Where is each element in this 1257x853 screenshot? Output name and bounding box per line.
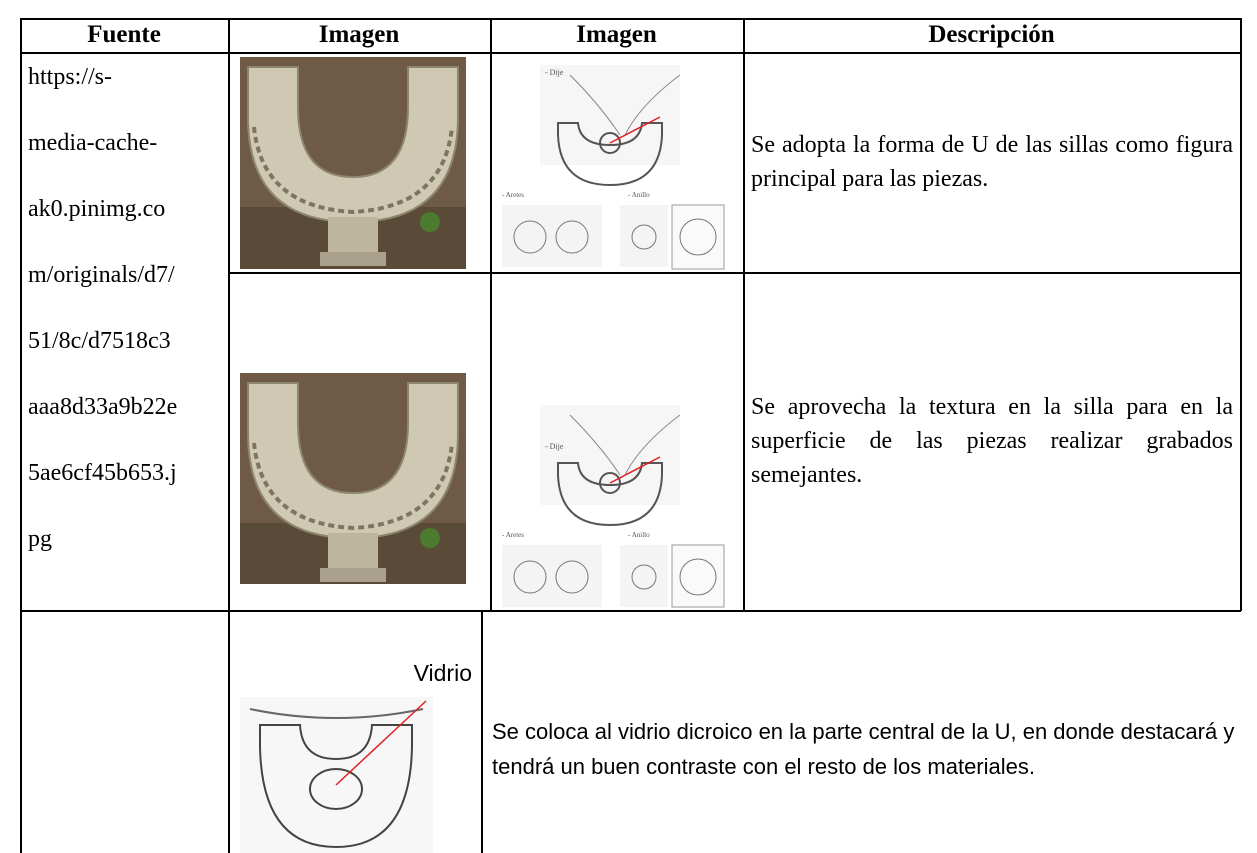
description: Se coloca al vidrio dicroico en la parte… xyxy=(492,719,1235,779)
sketch-label: - Dije xyxy=(545,442,564,451)
rule xyxy=(20,52,1241,54)
sketch-label: - Aretes xyxy=(502,531,524,539)
rule xyxy=(20,610,1241,612)
source-line: m/originals/d7/ xyxy=(28,262,175,288)
rule xyxy=(228,272,1241,274)
header-cell: Imagen xyxy=(576,21,657,48)
header-cell: Fuente xyxy=(87,21,161,48)
rule xyxy=(20,18,22,853)
description-cell: Se adopta la forma de U de las sillas co… xyxy=(751,52,1233,272)
description: Se aprovecha la textura en la silla para… xyxy=(751,394,1233,488)
description: Se adopta la forma de U de las sillas co… xyxy=(751,132,1233,192)
sketch-label: - Aretes xyxy=(502,191,524,199)
rule xyxy=(228,18,230,853)
source-line: aaa8d33a9b22e xyxy=(28,394,178,420)
rule xyxy=(20,18,1241,20)
sketch-label: - Anillo xyxy=(628,531,650,539)
sketch: - Dije - Aretes - Anillo xyxy=(500,65,734,271)
rule xyxy=(743,18,745,610)
photo xyxy=(240,57,466,269)
photo xyxy=(240,373,466,584)
sketch-label: - Anillo xyxy=(628,191,650,199)
source-line: https://s- xyxy=(28,64,113,90)
rule xyxy=(481,610,483,853)
image-label: Vidrio xyxy=(413,660,472,686)
header-cell: Descripción xyxy=(928,21,1055,48)
header-cell: Imagen xyxy=(318,21,400,48)
source-line: media-cache- xyxy=(28,130,158,156)
source-line: pg xyxy=(28,526,52,552)
source-line: 51/8c/d7518c3 xyxy=(28,328,171,354)
sketch-label: - Dije xyxy=(545,68,564,77)
sketch: - Dije - Aretes - Anillo xyxy=(500,405,734,609)
source-line: ak0.pinimg.co xyxy=(28,196,166,222)
description-cell: Se aprovecha la textura en la silla para… xyxy=(751,272,1233,610)
rule xyxy=(1240,18,1242,611)
sketch xyxy=(240,697,433,853)
description-cell: Se coloca al vidrio dicroico en la parte… xyxy=(492,690,1237,808)
source-line: 5ae6cf45b653.j xyxy=(28,460,177,486)
rule xyxy=(490,18,492,610)
